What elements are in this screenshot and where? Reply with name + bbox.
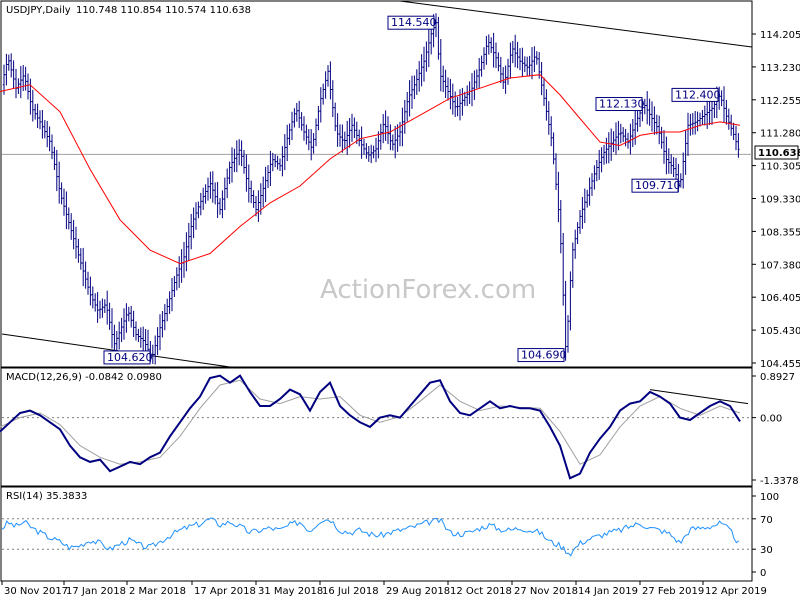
- x-tick-label: 27 Feb 2019: [642, 586, 704, 597]
- x-tick-label: 27 Nov 2018: [514, 586, 578, 597]
- rsi-line: [1, 517, 740, 557]
- rsi-panel-frame: [0, 486, 753, 582]
- price-tick-label: 104.455: [760, 359, 800, 370]
- ma-line: [0, 74, 741, 265]
- price-tick-label: 110.305: [760, 162, 800, 173]
- price-panel-frame: [0, 0, 753, 368]
- rsi-tick-label: 30: [760, 545, 773, 556]
- moving-average: [0, 74, 741, 265]
- price-tick-label: 109.330: [760, 195, 800, 206]
- price-tick-label: 111.280: [760, 129, 800, 140]
- x-tick-label: 2 Mar 2018: [129, 586, 186, 597]
- macd-line: [0, 374, 741, 480]
- rsi-panel: 100 70 30 0: [1, 492, 779, 579]
- price-label-text: 112.130: [599, 98, 645, 111]
- price-tick-label: 107.380: [760, 260, 800, 271]
- price-label-text: 104.690: [521, 349, 567, 362]
- macd-tick-label: 0.8927: [760, 372, 795, 383]
- x-tick-label: 14 Jan 2019: [578, 586, 638, 597]
- current-price-box: [754, 145, 799, 160]
- x-tick-label: 29 Aug 2018: [386, 586, 450, 597]
- rsi-tick-label: 70: [760, 515, 773, 526]
- price-axis: 114.205 113.230 112.255 111.280 110.305 109.3…: [2, 30, 800, 370]
- price-label-text: 112.400: [675, 88, 721, 101]
- price-tick-label: 112.255: [760, 96, 800, 107]
- x-tick-label: 30 Nov 2017: [4, 586, 68, 597]
- price-tick-label: 106.405: [760, 293, 800, 304]
- price-tick-label: 113.230: [760, 63, 800, 74]
- price-bars: [2, 13, 740, 365]
- macd-signal-line: [0, 379, 741, 465]
- macd-header: MACD(12,26,9) -0.0842 0.0980: [6, 372, 162, 383]
- symbol-header: USDJPY,Daily: [6, 5, 71, 16]
- macd-trendline: [649, 389, 749, 405]
- price-label-text: 109.710: [635, 179, 681, 192]
- price-label-text: 104.620: [107, 351, 153, 364]
- current-price-label: 110.638: [758, 148, 800, 159]
- rsi-tick-label: 100: [760, 492, 779, 503]
- ohlc-header: 110.748 110.854 110.574 110.638: [76, 5, 251, 16]
- rsi-header: RSI(14) 35.3833: [6, 491, 87, 502]
- watermark: ActionForex.com: [320, 275, 536, 305]
- macd-panel-frame: [0, 367, 753, 487]
- x-tick-label: 12 Oct 2018: [450, 586, 512, 597]
- macd-panel: 0.8927 0.00 -1.3378: [0, 372, 799, 487]
- x-tick-label: 17 Jan 2018: [66, 586, 126, 597]
- price-tick-label: 108.355: [760, 227, 800, 238]
- x-tick-label: 12 Apr 2019: [705, 586, 767, 597]
- rsi-tick-label: 0: [760, 568, 766, 579]
- x-tick-label: 16 Jul 2018: [322, 586, 379, 597]
- price-tick-label: 114.205: [760, 30, 800, 41]
- price-tick-label: 105.430: [760, 326, 800, 337]
- price-labels: 114.540 104.620 104.690 112.130 112.400 109.7…: [103, 15, 721, 365]
- macd-tick-label: 0.00: [760, 414, 782, 425]
- upper-trendline: [399, 0, 753, 48]
- x-tick-label: 31 May 2018: [258, 586, 323, 597]
- price-label-text: 114.540: [391, 16, 437, 29]
- x-tick-label: 17 Apr 2018: [194, 586, 256, 597]
- macd-tick-label: -1.3378: [760, 476, 799, 487]
